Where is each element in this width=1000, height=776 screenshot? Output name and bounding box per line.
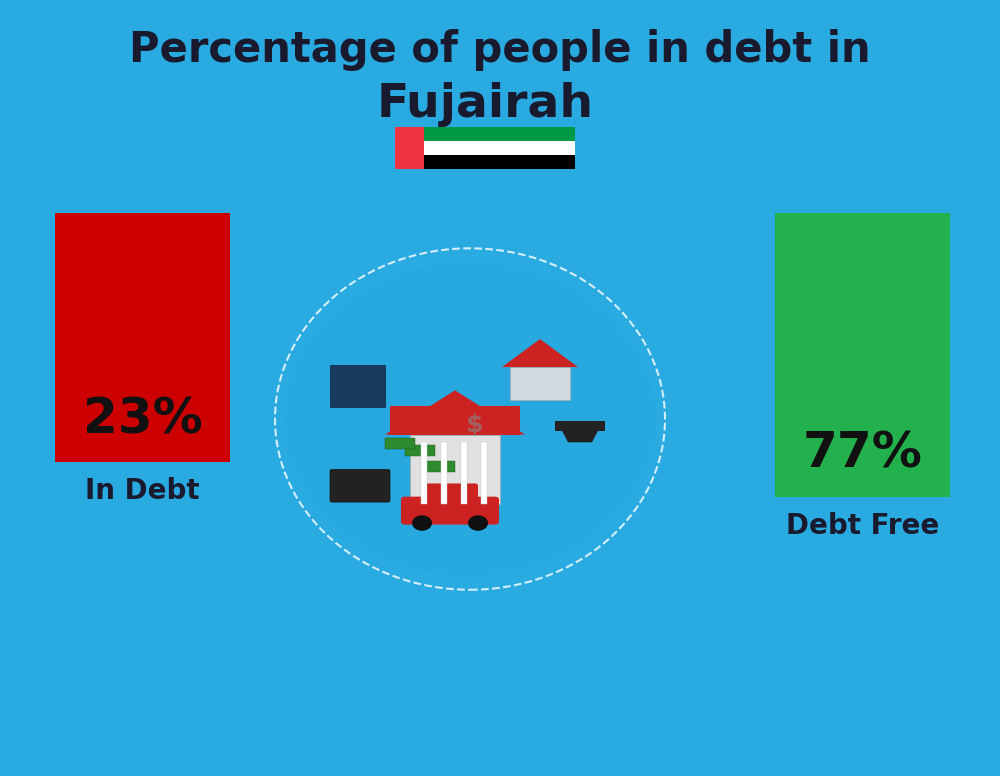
Bar — [441, 442, 447, 504]
Bar — [55, 213, 230, 462]
Polygon shape — [562, 431, 598, 442]
Text: Debt Free: Debt Free — [786, 512, 939, 540]
Ellipse shape — [285, 262, 655, 576]
Bar — [395, 127, 424, 169]
Text: 77%: 77% — [803, 430, 922, 478]
Text: Fujairah: Fujairah — [376, 82, 594, 127]
Text: Percentage of people in debt in: Percentage of people in debt in — [129, 29, 871, 71]
Polygon shape — [390, 406, 520, 435]
Bar — [510, 367, 570, 400]
Bar — [775, 213, 950, 497]
Bar — [425, 461, 455, 472]
Bar — [385, 438, 415, 449]
Polygon shape — [502, 339, 578, 367]
Bar — [395, 141, 575, 155]
Bar — [555, 421, 605, 431]
Bar — [405, 445, 435, 456]
FancyBboxPatch shape — [401, 497, 499, 525]
Circle shape — [468, 515, 488, 531]
Text: $: $ — [466, 414, 484, 437]
Bar — [421, 442, 427, 504]
Circle shape — [412, 515, 432, 531]
Bar — [481, 442, 487, 504]
Bar — [395, 127, 575, 141]
Polygon shape — [385, 390, 525, 435]
FancyBboxPatch shape — [330, 469, 390, 502]
Bar — [461, 442, 467, 504]
Bar — [395, 155, 575, 169]
Text: 23%: 23% — [83, 395, 202, 443]
FancyBboxPatch shape — [422, 483, 478, 504]
Text: In Debt: In Debt — [85, 477, 200, 505]
Bar — [330, 365, 385, 407]
FancyBboxPatch shape — [410, 435, 500, 504]
